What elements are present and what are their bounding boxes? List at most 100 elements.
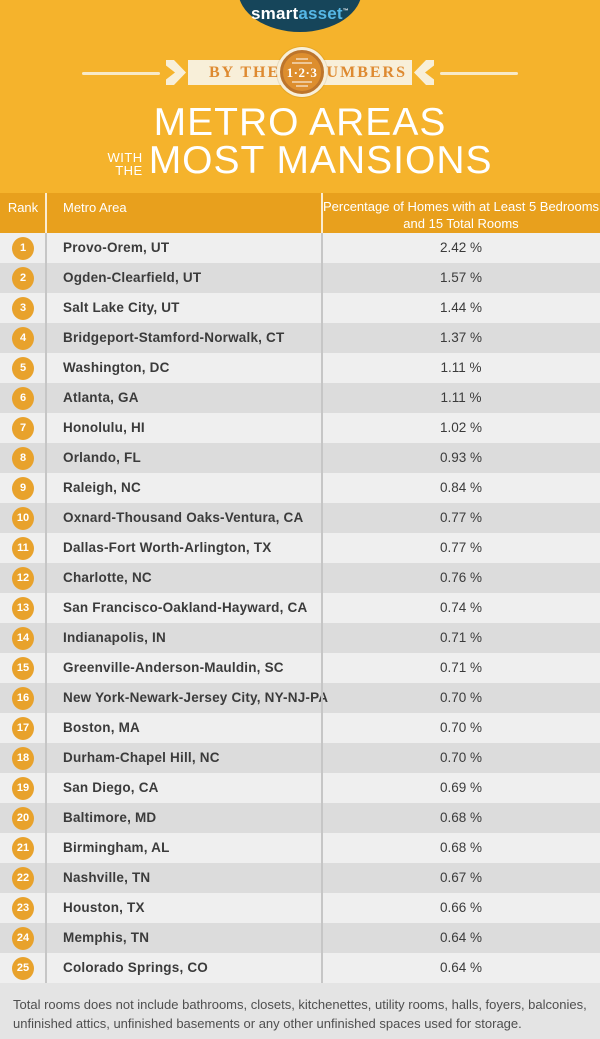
footnote-line2: unfinished attics, unfinished basements … — [13, 1016, 522, 1031]
rank-cell: 8 — [0, 443, 46, 473]
percentage-value: 1.11 % — [440, 360, 482, 375]
page-title-line1: METRO AREAS — [153, 101, 447, 144]
percentage-value: 1.44 % — [439, 300, 483, 315]
table-row: 17 Boston, MA 0.70 % — [0, 713, 600, 743]
rank-cell: 5 — [0, 353, 46, 383]
percentage-value: 0.77 % — [439, 540, 483, 555]
smartasset-logo: smartasset™ — [0, 4, 600, 24]
percentage-value: 0.70 % — [439, 690, 483, 705]
rank-badge: 1 — [12, 236, 34, 260]
rank-badge: 12 — [12, 566, 34, 590]
rank-cell: 21 — [0, 833, 46, 863]
badge-label: 1·2·3 — [286, 64, 318, 80]
rank-cell: 4 — [0, 323, 46, 353]
rank-cell: 18 — [0, 743, 46, 773]
rank-cell: 22 — [0, 863, 46, 893]
header-column-divider — [45, 193, 47, 233]
rank-cell: 20 — [0, 803, 46, 833]
rank-cell: 17 — [0, 713, 46, 743]
table-row: 12 Charlotte, NC 0.76 % — [0, 563, 600, 593]
column-header-metro-area: Metro Area — [63, 200, 127, 215]
percentage-value: 1.02 % — [439, 420, 483, 435]
rank-cell: 6 — [0, 383, 46, 413]
table-row: 20 Baltimore, MD 0.68 % — [0, 803, 600, 833]
metro-name: Greenville-Anderson-Mauldin, SC — [63, 660, 284, 675]
rank-badge: 22 — [12, 866, 34, 890]
ribbon-right-chevron-icon — [414, 60, 434, 85]
metro-name: Atlanta, GA — [63, 390, 139, 405]
metro-name: Oxnard-Thousand Oaks-Ventura, CA — [63, 510, 304, 525]
percentage-value: 0.74 % — [439, 600, 483, 615]
column-header-rank: Rank — [7, 200, 39, 215]
percentage-value: 0.66 % — [439, 900, 483, 915]
table-body: 1 Provo-Orem, UT 2.42 % 2 Ogden-Clearfie… — [0, 233, 600, 983]
table-row: 16 New York-Newark-Jersey City, NY-NJ-PA… — [0, 683, 600, 713]
table-row: 25 Colorado Springs, CO 0.64 % — [0, 953, 600, 983]
metro-name: San Diego, CA — [63, 780, 159, 795]
metro-name: Colorado Springs, CO — [63, 960, 209, 975]
rank-badge: 19 — [12, 776, 34, 800]
metro-name: Honolulu, HI — [63, 420, 145, 435]
rank-badge: 6 — [12, 386, 34, 410]
percentage-value: 1.11 % — [440, 390, 482, 405]
page-title-line2: WITH THE MOST MANSIONS — [0, 141, 600, 181]
table-row: 3 Salt Lake City, UT 1.44 % — [0, 293, 600, 323]
column-header-percentage-line2: 5 Bedrooms and 15 Total Rooms — [403, 199, 600, 231]
metro-name: Orlando, FL — [63, 450, 141, 465]
table-row: 6 Atlanta, GA 1.11 % — [0, 383, 600, 413]
column-header-percentage-line1: Percentage of Homes with at Least — [322, 199, 526, 214]
table-row: 19 San Diego, CA 0.69 % — [0, 773, 600, 803]
percentage-value: 0.70 % — [439, 720, 483, 735]
table-row: 13 San Francisco-Oakland-Hayward, CA 0.7… — [0, 593, 600, 623]
percentage-value: 0.71 % — [439, 630, 483, 645]
metro-name: Boston, MA — [63, 720, 140, 735]
metro-name: Houston, TX — [63, 900, 145, 915]
rank-cell: 19 — [0, 773, 46, 803]
table-row: 4 Bridgeport-Stamford-Norwalk, CT 1.37 % — [0, 323, 600, 353]
percentage-value: 2.42 % — [439, 240, 483, 255]
rank-badge: 4 — [12, 326, 34, 350]
metro-name: Raleigh, NC — [63, 480, 141, 495]
rank-cell: 3 — [0, 293, 46, 323]
logo-trademark: ™ — [342, 8, 349, 15]
badge-deco-line — [292, 80, 312, 83]
title-prefix: WITH THE — [107, 151, 142, 177]
table-row: 7 Honolulu, HI 1.02 % — [0, 413, 600, 443]
metro-name: Indianapolis, IN — [63, 630, 166, 645]
rank-badge: 20 — [12, 806, 34, 830]
percentage-value: 0.70 % — [439, 750, 483, 765]
rank-badge: 14 — [12, 626, 34, 650]
table-row: 15 Greenville-Anderson-Mauldin, SC 0.71 … — [0, 653, 600, 683]
table-row: 5 Washington, DC 1.11 % — [0, 353, 600, 383]
percentage-value: 1.37 % — [439, 330, 483, 345]
rank-cell: 10 — [0, 503, 46, 533]
table-row: 11 Dallas-Fort Worth-Arlington, TX 0.77 … — [0, 533, 600, 563]
footnote-line1: Total rooms does not include bathrooms, … — [13, 997, 587, 1012]
rank-badge: 21 — [12, 836, 34, 860]
badge-deco-line — [292, 61, 312, 64]
metro-name: Memphis, TN — [63, 930, 150, 945]
rank-badge: 15 — [12, 656, 34, 680]
rank-cell: 24 — [0, 923, 46, 953]
metro-name: Washington, DC — [63, 360, 170, 375]
rank-cell: 14 — [0, 623, 46, 653]
rank-cell: 23 — [0, 893, 46, 923]
metro-name: Dallas-Fort Worth-Arlington, TX — [63, 540, 272, 555]
table-header: Rank Metro Area Percentage of Homes with… — [0, 193, 600, 233]
footnote: Total rooms does not include bathrooms, … — [0, 983, 600, 1039]
rank-badge: 8 — [12, 446, 34, 470]
badge-deco-line — [296, 84, 308, 87]
metro-name: Charlotte, NC — [63, 570, 152, 585]
rank-cell: 9 — [0, 473, 46, 503]
rank-badge: 13 — [12, 596, 34, 620]
metro-name: Provo-Orem, UT — [63, 240, 170, 255]
rank-cell: 2 — [0, 263, 46, 293]
left-decorative-line — [82, 72, 160, 75]
table-row: 10 Oxnard-Thousand Oaks-Ventura, CA 0.77… — [0, 503, 600, 533]
body-column-divider — [321, 233, 323, 983]
percentage-value: 1.57 % — [439, 270, 483, 285]
percentage-value: 0.77 % — [439, 510, 483, 525]
title-prefix-the: THE — [115, 163, 143, 178]
rank-badge: 10 — [12, 506, 34, 530]
rank-badge: 25 — [12, 956, 34, 980]
